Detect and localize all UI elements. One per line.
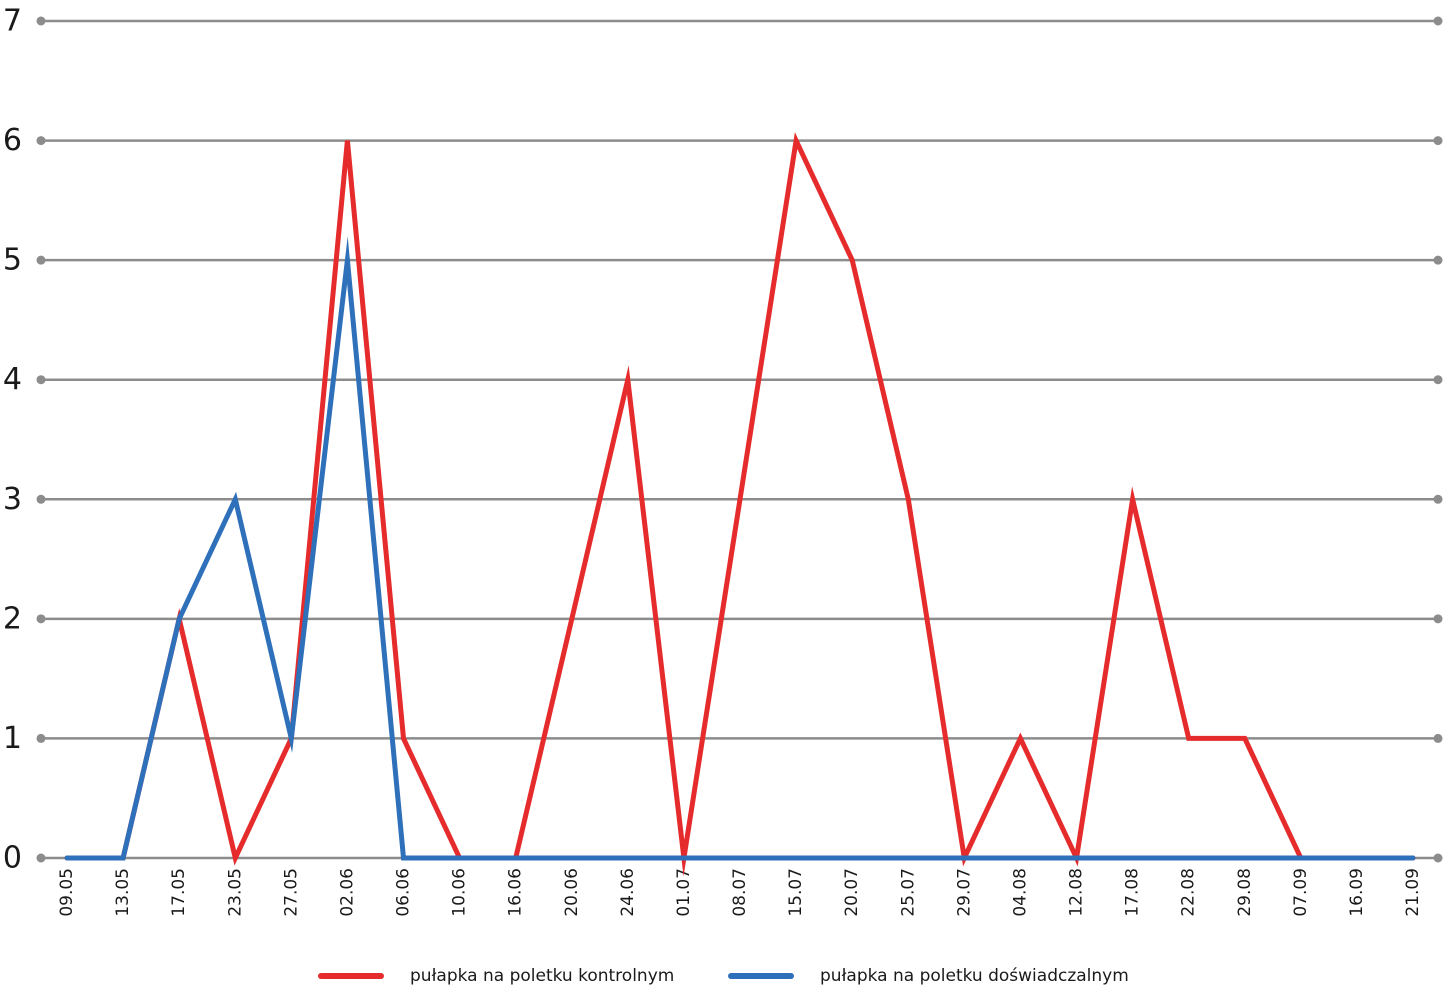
x-tick-label: 21.09 — [1403, 868, 1423, 917]
gridline-endpoint-right-7 — [1433, 16, 1443, 26]
x-tick-label: 29.08 — [1235, 868, 1255, 917]
x-axis-ticks: 09.05 13.05 17.05 23.05 27.05 02.06 06.06 10.06… — [57, 868, 1423, 917]
y-axis-ticks: 0 1 2 3 4 5 6 7 — [3, 4, 22, 876]
x-tick-label: 16.06 — [506, 868, 526, 917]
x-tick-label: 13.05 — [113, 868, 133, 917]
x-tick-label: 20.07 — [842, 868, 862, 917]
x-tick-label: 02.06 — [337, 868, 357, 917]
y-tick-label: 1 — [3, 721, 22, 756]
gridline-endpoint-right-4 — [1433, 375, 1443, 385]
x-tick-label: 01.07 — [674, 868, 694, 917]
gridline-endpoint-left-5 — [36, 255, 46, 265]
gridline-endpoint-left-6 — [36, 136, 46, 146]
legend-label-control: pułapka na poletku kontrolnym — [410, 966, 675, 986]
x-tick-label: 16.09 — [1347, 868, 1367, 917]
y-tick-label: 3 — [3, 482, 22, 517]
x-tick-label: 12.08 — [1067, 868, 1087, 917]
legend-swatch-experimental — [728, 973, 794, 979]
gridline-endpoint-left-7 — [36, 16, 46, 26]
gridline-endpoint-right-1 — [1433, 733, 1443, 743]
gridline-endpoint-right-6 — [1433, 136, 1443, 146]
legend-label-experimental: pułapka na poletku doświadczalnym — [820, 966, 1129, 986]
series-lines — [64, 132, 1416, 877]
y-tick-label: 5 — [3, 243, 22, 278]
x-tick-label: 17.08 — [1123, 868, 1143, 917]
legend-item-control: pułapka na poletku kontrolnym — [318, 958, 674, 994]
gridline-endpoint-left-1 — [36, 733, 46, 743]
gridline-endpoint-right-2 — [1433, 614, 1443, 624]
x-tick-label: 24.06 — [618, 868, 638, 917]
x-tick-label: 09.05 — [57, 868, 77, 917]
y-tick-label: 7 — [3, 4, 22, 39]
gridline-endpoint-left-3 — [36, 494, 46, 504]
x-tick-label: 15.07 — [786, 868, 806, 917]
gridline-endpoint-left-4 — [36, 375, 46, 385]
x-tick-label: 10.06 — [450, 868, 470, 917]
x-tick-label: 25.07 — [898, 868, 918, 917]
gridlines — [36, 16, 1443, 863]
x-tick-label: 17.05 — [169, 868, 189, 917]
x-tick-label: 22.08 — [1179, 868, 1199, 917]
x-tick-label: 20.06 — [562, 868, 582, 917]
legend-swatch-control — [318, 973, 384, 979]
gridline-endpoint-right-0 — [1433, 853, 1443, 863]
y-tick-label: 6 — [3, 123, 22, 158]
y-tick-label: 0 — [3, 841, 22, 876]
x-tick-label: 29.07 — [954, 868, 974, 917]
gridline-endpoint-right-5 — [1433, 255, 1443, 265]
x-tick-label: 07.09 — [1291, 868, 1311, 917]
x-tick-label: 27.05 — [281, 868, 301, 917]
series-line-experimental — [64, 236, 1416, 861]
x-tick-label: 23.05 — [225, 868, 245, 917]
legend: pułapka na poletku kontrolnym pułapka na… — [0, 958, 1450, 994]
x-tick-label: 04.08 — [1010, 868, 1030, 917]
y-tick-label: 4 — [3, 362, 22, 397]
gridline-endpoint-right-3 — [1433, 494, 1443, 504]
x-tick-label: 08.07 — [730, 868, 750, 917]
y-tick-label: 2 — [3, 601, 22, 636]
gridline-endpoint-left-2 — [36, 614, 46, 624]
gridline-endpoint-left-0 — [36, 853, 46, 863]
legend-item-experimental: pułapka na poletku doświadczalnym — [728, 958, 1129, 994]
x-tick-label: 06.06 — [394, 868, 414, 917]
